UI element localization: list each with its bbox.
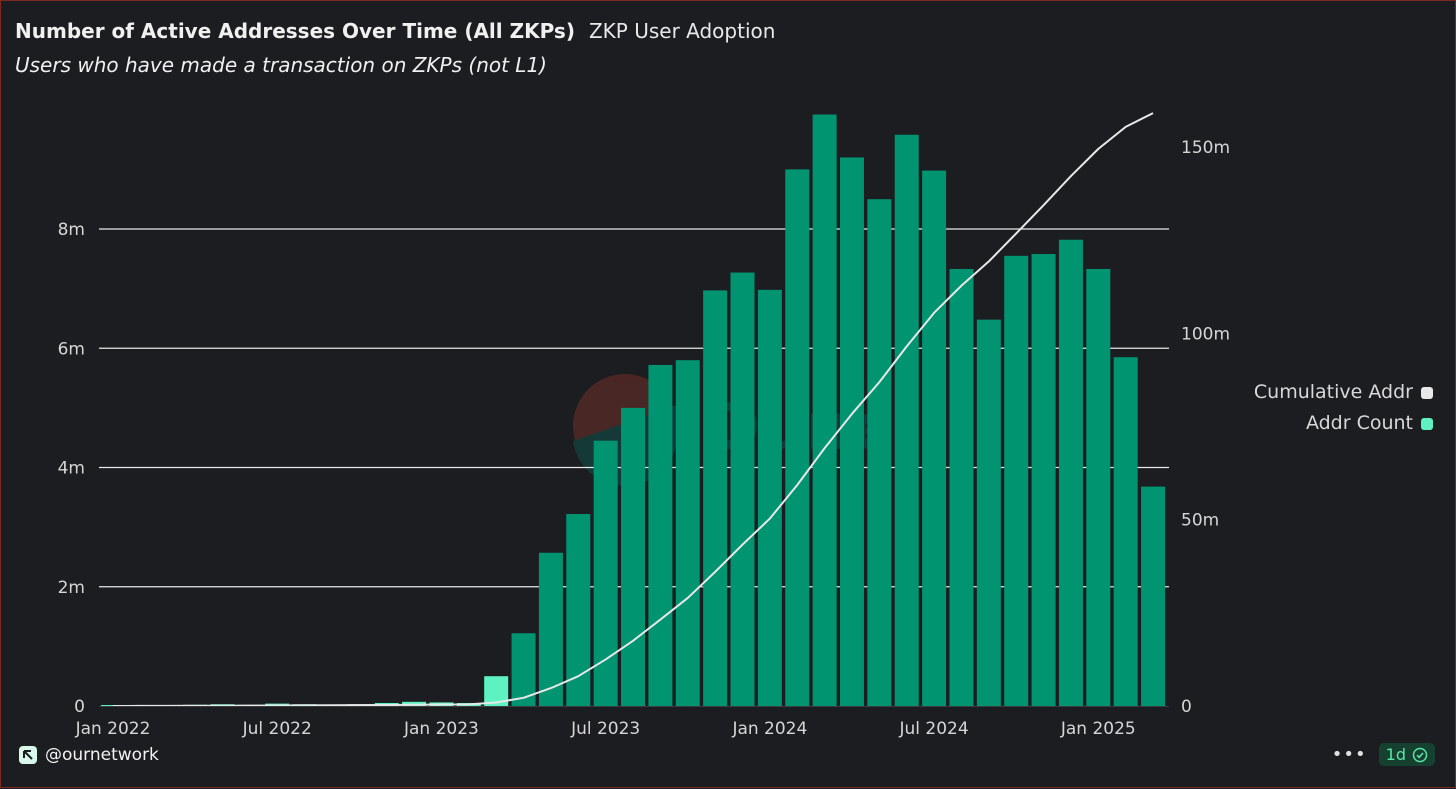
legend: Cumulative Addr Addr Count [1254,377,1433,439]
badge-label: 1d [1385,745,1406,764]
title-row: Number of Active Addresses Over Time (Al… [15,19,775,43]
verified-check-icon [1412,747,1428,762]
chart-title: Number of Active Addresses Over Time (Al… [15,19,575,43]
chart-description: Users who have made a transaction on ZKP… [15,53,547,77]
bar-addr-count[interactable] [949,268,974,706]
bar-addr-count[interactable] [648,364,673,706]
legend-swatch [1421,418,1433,430]
bar-addr-count[interactable] [675,360,700,706]
legend-label: Addr Count [1305,412,1413,434]
x-tick-label: Jan 2023 [403,719,479,739]
ellipsis-icon[interactable]: ••• [1331,744,1367,765]
x-tick-label: Jul 2024 [899,719,969,739]
bar-addr-count[interactable] [1141,486,1166,706]
bar-addr-count[interactable] [785,169,810,707]
bar-addr-count[interactable] [922,170,947,706]
bar-addr-count[interactable] [867,199,892,706]
y-left-tick-label: 4m [58,459,85,479]
bar-addr-count[interactable] [976,319,1001,706]
legend-item-addr-count[interactable]: Addr Count [1254,408,1433,439]
y-right-tick-label: 150m [1181,138,1230,158]
bar-addr-count[interactable] [1113,357,1138,706]
bar-addr-count[interactable] [839,157,864,706]
legend-swatch [1421,387,1433,399]
bar-addr-count[interactable] [703,290,728,706]
y-left-tick-label: 6m [58,339,85,359]
x-tick-label: Jan 2022 [75,719,151,739]
y-left-tick-label: 8m [58,220,85,240]
legend-item-cumulative-addr[interactable]: Cumulative Addr [1254,377,1433,408]
y-right-tick-label: 50m [1181,511,1219,531]
ournetwork-logo-icon [19,746,37,764]
x-tick-label: Jan 2025 [1060,719,1136,739]
refresh-badge[interactable]: 1d [1378,743,1435,766]
brand-handle: @ournetwork [45,745,159,765]
y-right-tick-label: 0 [1181,697,1192,717]
bar-addr-count[interactable] [730,272,755,706]
dashboard-tag[interactable]: ZKP User Adoption [588,19,776,43]
bar-addr-count[interactable] [593,440,618,706]
bar-addr-count[interactable] [566,514,591,706]
x-tick-label: Jan 2024 [731,719,807,739]
footer-brand[interactable]: @ournetwork [19,745,159,765]
x-tick-label: Jul 2022 [242,719,312,739]
bar-addr-count[interactable] [511,633,536,706]
y-right-tick-label: 100m [1181,324,1230,344]
bar-addr-count[interactable] [757,289,782,706]
line-cumulative-addr[interactable] [112,112,1154,707]
bar-addr-count[interactable] [894,134,919,707]
footer-actions: ••• 1d [1332,743,1435,766]
y-left-tick-label: 2m [58,578,85,598]
bar-addr-count[interactable] [1004,255,1029,706]
x-tick-label: Jul 2023 [570,719,640,739]
bar-addr-count[interactable] [1086,268,1111,706]
bar-addr-count[interactable] [538,552,563,706]
bar-addr-count[interactable] [621,407,646,707]
bar-addr-count[interactable] [812,114,837,706]
bar-addr-count[interactable] [1058,239,1083,707]
legend-label: Cumulative Addr [1253,381,1413,403]
y-left-tick-label: 0 [74,697,85,717]
bar-addr-count[interactable] [1031,254,1056,707]
